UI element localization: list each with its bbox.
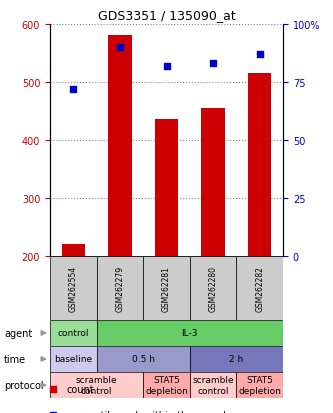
Bar (97, 346, 190, 372)
Bar (190, 372, 236, 398)
Point (51, 411, 56, 413)
Text: GSM262279: GSM262279 (115, 265, 125, 311)
Text: control: control (58, 329, 89, 337)
Text: percentile rank within the sample: percentile rank within the sample (67, 410, 231, 413)
Bar (97, 256, 143, 320)
Text: count: count (67, 384, 94, 394)
Bar (62, 244, 85, 256)
Bar (155, 120, 178, 256)
Bar (143, 256, 190, 320)
Text: GSM262554: GSM262554 (69, 265, 78, 311)
Point (117, 45, 123, 51)
Text: baseline: baseline (54, 355, 92, 363)
Bar (143, 372, 190, 398)
Text: agent: agent (4, 328, 32, 338)
Text: GSM262280: GSM262280 (208, 265, 218, 311)
Text: scramble
control: scramble control (76, 375, 117, 395)
Text: STAT5
depletion: STAT5 depletion (145, 375, 188, 395)
Bar (190, 256, 236, 320)
Bar (50, 320, 97, 346)
Bar (108, 36, 132, 256)
Bar (190, 346, 283, 372)
Text: 2 h: 2 h (229, 355, 243, 363)
Text: scramble
control: scramble control (192, 375, 234, 395)
Bar (201, 109, 225, 256)
Bar (50, 256, 97, 320)
Text: STAT5
depletion: STAT5 depletion (238, 375, 281, 395)
Text: GSM262281: GSM262281 (162, 265, 171, 311)
Bar (50, 346, 97, 372)
Bar (236, 372, 283, 398)
Title: GDS3351 / 135090_at: GDS3351 / 135090_at (98, 9, 235, 22)
Text: GSM262282: GSM262282 (255, 265, 264, 311)
Bar (236, 256, 283, 320)
Text: IL-3: IL-3 (181, 329, 198, 337)
Bar (50, 372, 143, 398)
Text: 0.5 h: 0.5 h (132, 355, 155, 363)
Point (257, 52, 262, 58)
Text: protocol: protocol (4, 380, 44, 390)
Text: time: time (4, 354, 26, 364)
Bar (97, 320, 283, 346)
Point (210, 61, 216, 67)
Point (71, 86, 76, 93)
Bar (248, 74, 271, 256)
Point (164, 63, 169, 70)
Point (51, 386, 56, 392)
